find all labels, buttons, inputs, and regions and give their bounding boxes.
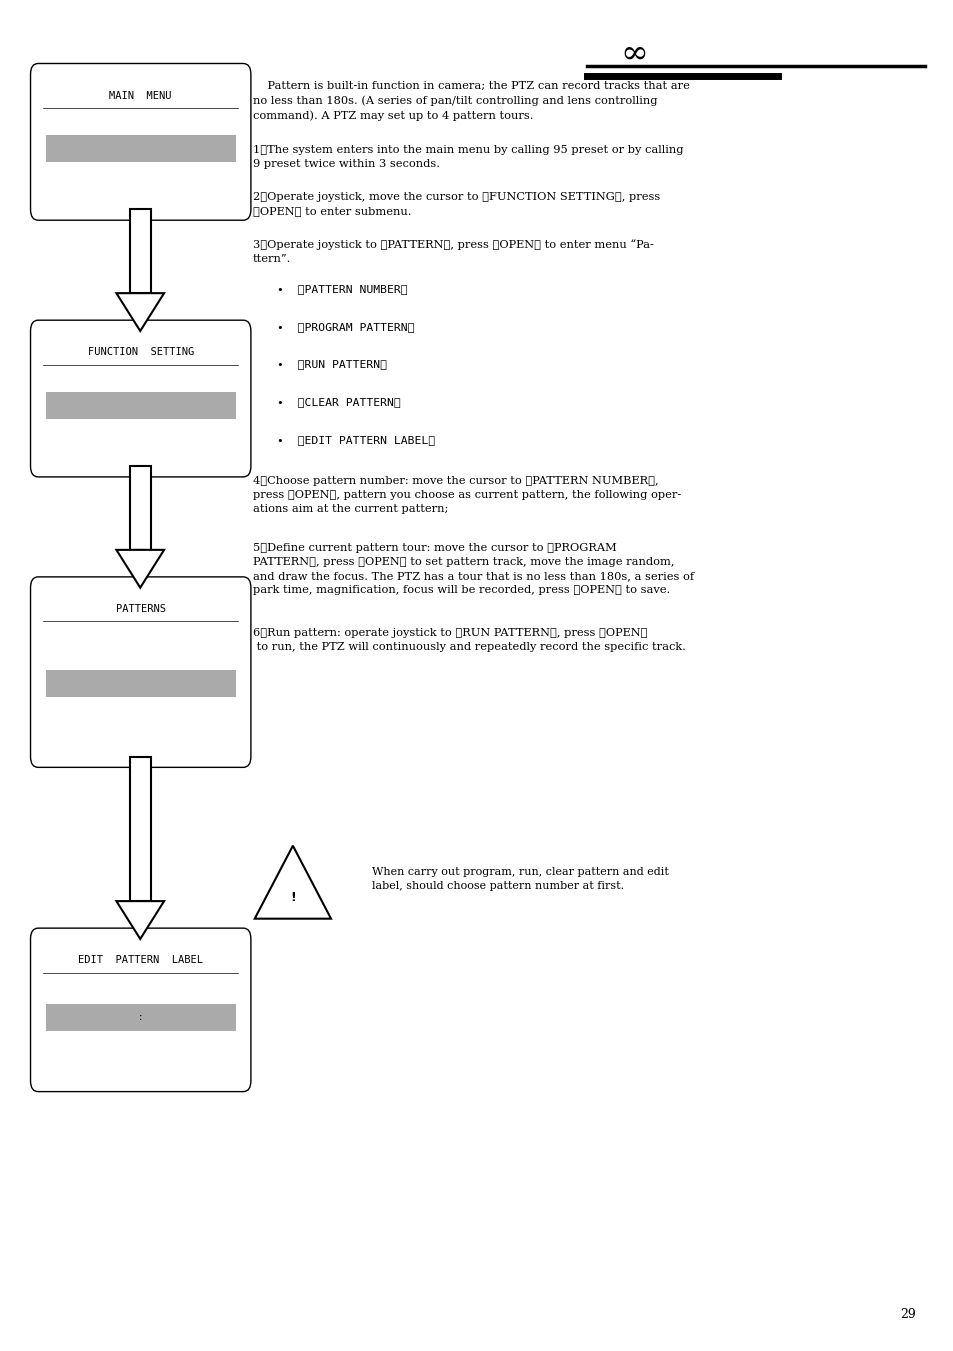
- Polygon shape: [254, 846, 331, 919]
- Text: 2、Operate joystick, move the cursor to 【FUNCTION SETTING】, press
【OPEN】 to enter: 2、Operate joystick, move the cursor to 【…: [253, 192, 659, 216]
- Bar: [130, 757, 151, 901]
- Polygon shape: [116, 293, 164, 331]
- FancyBboxPatch shape: [30, 320, 251, 477]
- Text: MAIN  MENU: MAIN MENU: [110, 91, 172, 100]
- Text: EDIT  PATTERN  LABEL: EDIT PATTERN LABEL: [78, 955, 203, 965]
- Bar: [46, 135, 235, 162]
- Text: FUNCTION  SETTING: FUNCTION SETTING: [88, 347, 193, 357]
- Text: 1、The system enters into the main menu by calling 95 preset or by calling
9 pres: 1、The system enters into the main menu b…: [253, 145, 682, 169]
- Text: •  【PROGRAM PATTERN】: • 【PROGRAM PATTERN】: [276, 322, 414, 331]
- FancyBboxPatch shape: [30, 63, 251, 220]
- Text: 4、Choose pattern number: move the cursor to 【PATTERN NUMBER】,
press 【OPEN】, patt: 4、Choose pattern number: move the cursor…: [253, 476, 680, 513]
- Polygon shape: [116, 901, 164, 939]
- Polygon shape: [116, 550, 164, 588]
- Text: Pattern is built-in function in camera; the PTZ can record tracks that are
no le: Pattern is built-in function in camera; …: [253, 81, 689, 120]
- FancyBboxPatch shape: [30, 928, 251, 1092]
- Text: ∞: ∞: [619, 38, 648, 70]
- Text: When carry out program, run, clear pattern and edit
label, should choose pattern: When carry out program, run, clear patte…: [372, 867, 668, 892]
- Text: !: !: [290, 890, 295, 904]
- Bar: [46, 392, 235, 419]
- Text: PATTERNS: PATTERNS: [115, 604, 166, 613]
- Text: 29: 29: [899, 1308, 915, 1321]
- Text: •  【EDIT PATTERN LABEL】: • 【EDIT PATTERN LABEL】: [276, 435, 435, 444]
- Bar: [130, 466, 151, 550]
- Text: :: :: [138, 1013, 143, 1023]
- Text: •  【PATTERN NUMBER】: • 【PATTERN NUMBER】: [276, 284, 407, 293]
- Text: 3、Operate joystick to 【PATTERN】, press 【OPEN】 to enter menu “Pa-
ttern”.: 3、Operate joystick to 【PATTERN】, press 【…: [253, 239, 653, 263]
- Text: •  【CLEAR PATTERN】: • 【CLEAR PATTERN】: [276, 397, 400, 407]
- Text: •  【RUN PATTERN】: • 【RUN PATTERN】: [276, 359, 386, 369]
- FancyBboxPatch shape: [30, 577, 251, 767]
- Bar: [46, 670, 235, 697]
- Text: 6、Run pattern: operate joystick to 【RUN PATTERN】, press 【OPEN】
 to run, the PTZ : 6、Run pattern: operate joystick to 【RUN …: [253, 628, 685, 653]
- Text: 5、Define current pattern tour: move the cursor to 【PROGRAM
PATTERN】, press 【OPEN: 5、Define current pattern tour: move the …: [253, 543, 693, 594]
- Bar: [130, 209, 151, 293]
- Bar: [46, 1004, 235, 1031]
